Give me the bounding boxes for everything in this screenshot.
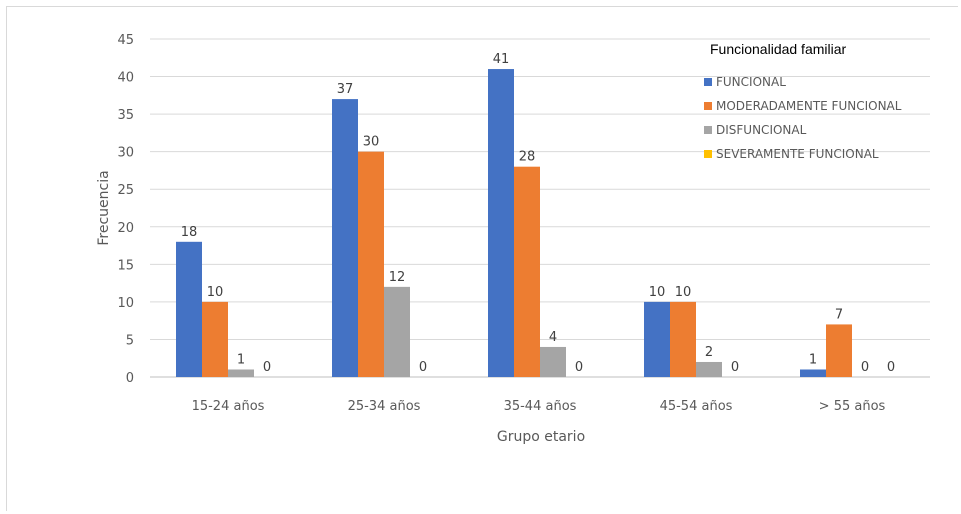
bar <box>540 346 566 377</box>
bar <box>514 166 540 377</box>
bar <box>384 286 410 377</box>
data-label: 18 <box>181 225 198 240</box>
y-tick-label: 30 <box>117 146 134 161</box>
data-label: 1 <box>237 352 245 367</box>
y-tick-label: 20 <box>117 221 134 236</box>
data-label: 10 <box>649 285 666 300</box>
x-tick-label: 35-44 años <box>504 399 577 414</box>
data-label: 0 <box>575 360 583 375</box>
data-label: 28 <box>519 150 536 165</box>
legend-entry: MODERADAMENTE FUNCIONAL <box>716 99 902 113</box>
legend-entry: FUNCIONAL <box>716 75 786 89</box>
data-label: 7 <box>835 307 843 322</box>
x-axis-ticks: 15-24 años 25-34 años 35-44 años 45-54 años… <box>192 399 886 414</box>
data-label: 10 <box>207 285 224 300</box>
legend-swatch <box>704 150 712 158</box>
data-label: 0 <box>731 360 739 375</box>
x-axis-title: Grupo etario <box>497 429 585 445</box>
bars <box>176 69 852 378</box>
bar <box>644 301 670 377</box>
bar <box>488 69 514 378</box>
data-label: 4 <box>549 330 557 345</box>
y-tick-label: 0 <box>126 371 134 386</box>
data-label: 30 <box>363 135 380 150</box>
legend-title: Funcionalidad familiar <box>710 41 847 57</box>
y-tick-label: 40 <box>117 71 134 86</box>
y-axis-ticks: 0 5 10 15 20 25 30 35 40 45 <box>117 33 134 386</box>
x-tick-label: 15-24 años <box>192 399 265 414</box>
y-tick-label: 25 <box>117 183 134 198</box>
bar <box>696 361 722 377</box>
legend-swatch <box>704 126 712 134</box>
data-label: 0 <box>263 360 271 375</box>
data-label: 10 <box>675 285 692 300</box>
bar <box>800 369 826 377</box>
data-label: 0 <box>887 360 895 375</box>
bar <box>202 301 228 377</box>
data-label: 2 <box>705 345 713 360</box>
y-tick-label: 15 <box>117 258 134 273</box>
bar <box>670 301 696 377</box>
data-label: 0 <box>861 360 869 375</box>
x-tick-label: 25-34 años <box>348 399 421 414</box>
y-tick-label: 35 <box>117 108 134 123</box>
x-tick-label: > 55 años <box>819 399 886 414</box>
y-tick-label: 10 <box>117 296 134 311</box>
y-axis-title: Frecuencia <box>96 170 112 245</box>
legend-swatch <box>704 78 712 86</box>
bar <box>332 99 358 377</box>
legend-entry: DISFUNCIONAL <box>716 123 807 137</box>
bar <box>358 151 384 377</box>
y-tick-label: 5 <box>126 333 134 348</box>
legend-swatch <box>704 102 712 110</box>
bar <box>176 241 202 377</box>
data-label: 12 <box>389 270 406 285</box>
data-label: 1 <box>809 352 817 367</box>
data-label: 0 <box>419 360 427 375</box>
bar <box>228 369 254 377</box>
chart-frame <box>6 6 958 511</box>
legend-entry: SEVERAMENTE FUNCIONAL <box>716 147 879 161</box>
y-tick-label: 45 <box>117 33 134 48</box>
x-tick-label: 45-54 años <box>660 399 733 414</box>
data-label: 41 <box>493 52 510 67</box>
bar <box>826 324 852 377</box>
legend: Funcionalidad familiar FUNCIONAL MODERADA… <box>704 41 902 161</box>
data-label: 37 <box>337 82 354 97</box>
